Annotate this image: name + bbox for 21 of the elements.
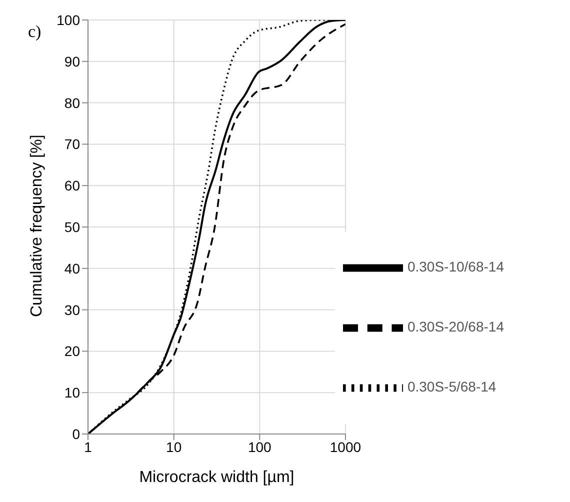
y-tick-label: 70 <box>64 136 80 152</box>
legend-label: 0.30S-5/68-14 <box>407 378 496 395</box>
y-axis-title: Cumulative frequency [%] <box>28 134 46 317</box>
text: c) <box>28 22 42 42</box>
y-tick-label: 90 <box>64 53 80 70</box>
y-tick-label: 80 <box>64 94 80 111</box>
y-tick-label: 60 <box>64 178 80 194</box>
y-tick-label: 10 <box>64 384 80 401</box>
y-tick-label: 50 <box>64 218 80 235</box>
x-tick-label: 100 <box>248 438 272 455</box>
x-axis-title: Microcrack width [µm] <box>139 469 294 486</box>
legend-label: 0.30S-20/68-14 <box>407 318 504 335</box>
x-tick-label: 1000 <box>330 438 362 455</box>
y-tick-label: 20 <box>64 343 80 360</box>
y-tick-label: 0 <box>72 426 80 442</box>
x-tick-label: 1 <box>84 438 92 455</box>
y-tick-label: 30 <box>64 302 80 318</box>
y-tick-label: 40 <box>64 260 80 276</box>
x-tick-label: 10 <box>166 438 182 455</box>
y-tick-label: 100 <box>56 12 80 28</box>
legend-label: 0.30S-10/68-14 <box>407 258 504 275</box>
